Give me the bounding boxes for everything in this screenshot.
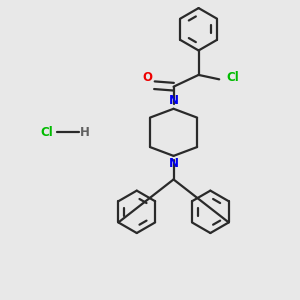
Text: H: H (80, 126, 90, 139)
Text: Cl: Cl (226, 71, 239, 84)
Text: Cl: Cl (40, 126, 53, 139)
Text: O: O (142, 71, 152, 84)
Text: N: N (169, 94, 178, 107)
Text: N: N (169, 158, 178, 170)
